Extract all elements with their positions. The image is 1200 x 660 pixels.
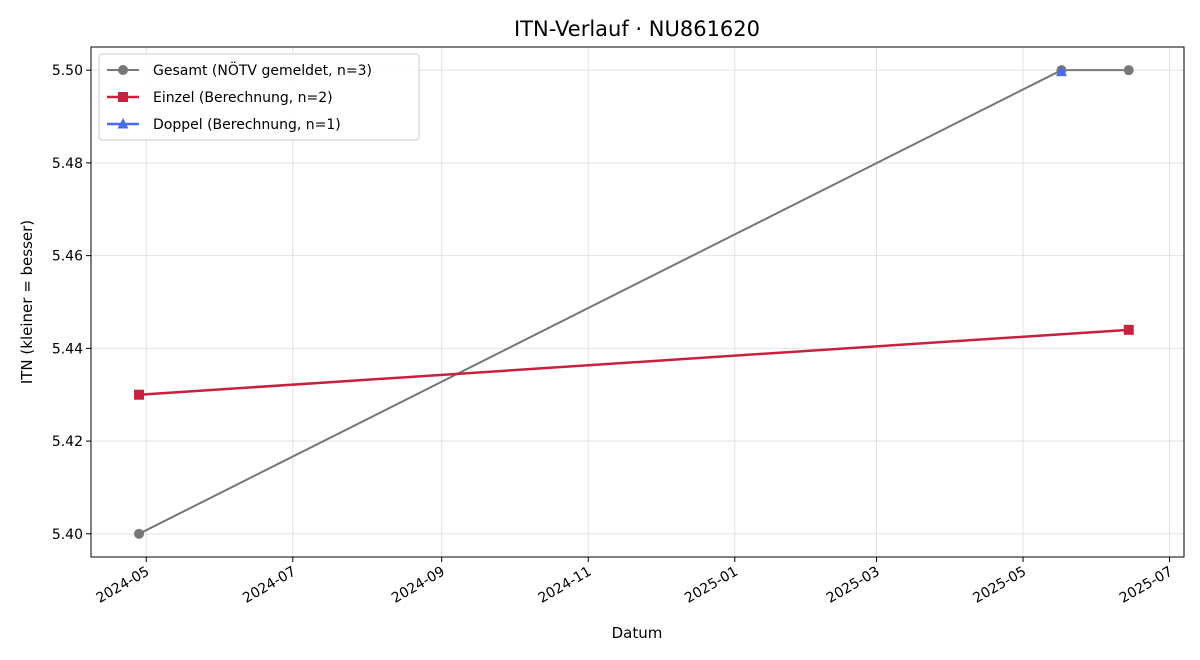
y-tick-label: 5.50	[52, 63, 83, 79]
series-line	[138, 328, 1129, 396]
y-tick-label: 5.42	[52, 434, 83, 450]
y-axis: 5.40 5.42 5.44 5.46 5.48 5.50	[52, 63, 91, 543]
data-point	[1123, 65, 1134, 76]
x-axis-label: Datum	[612, 624, 663, 642]
x-tick-label: 2025-07	[1117, 564, 1176, 607]
data-point	[134, 389, 145, 400]
legend-item-3: Doppel (Berechnung, n=1)	[107, 117, 341, 133]
x-tick-label: 2025-05	[970, 564, 1029, 607]
series-3	[1055, 65, 1067, 77]
plot-frame	[90, 46, 1185, 558]
x-tick-label: 2025-03	[824, 564, 883, 607]
data-point	[118, 92, 128, 102]
legend-label: Doppel (Berechnung, n=1)	[153, 117, 341, 133]
x-tick-label: 2024-07	[240, 564, 299, 607]
x-tick-label: 2024-09	[389, 564, 448, 607]
y-tick-label: 5.48	[52, 156, 83, 172]
legend: Gesamt (NÖTV gemeldet, n=3) Einzel (Berec…	[98, 53, 420, 141]
x-tick-label: 2024-05	[94, 564, 153, 607]
data-point	[1123, 324, 1134, 335]
data-point	[134, 528, 145, 539]
data-point	[117, 118, 129, 129]
data-point	[1055, 65, 1067, 77]
series-layer	[134, 65, 1134, 539]
x-axis: 2024-05 2024-07 2024-09 2024-11 2025-01 2025-…	[94, 557, 1176, 607]
y-tick-label: 5.44	[52, 341, 83, 357]
x-tick-label: 2025-01	[682, 564, 741, 607]
legend-item-1: Gesamt (NÖTV gemeldet, n=3)	[107, 61, 372, 79]
y-axis-label: ITN (kleiner = besser)	[18, 220, 36, 384]
legend-label: Gesamt (NÖTV gemeldet, n=3)	[153, 61, 372, 79]
y-tick-label: 5.46	[52, 249, 83, 265]
data-point	[118, 65, 128, 75]
y-tick-label: 5.40	[52, 527, 83, 543]
series-2	[134, 324, 1134, 400]
x-tick-label: 2024-11	[536, 564, 595, 607]
grid	[91, 47, 1184, 557]
legend-label: Einzel (Berechnung, n=2)	[153, 90, 333, 106]
legend-frame	[98, 53, 420, 141]
chart-title: ITN-Verlauf · NU861620	[514, 17, 760, 41]
legend-item-2: Einzel (Berechnung, n=2)	[107, 90, 333, 106]
